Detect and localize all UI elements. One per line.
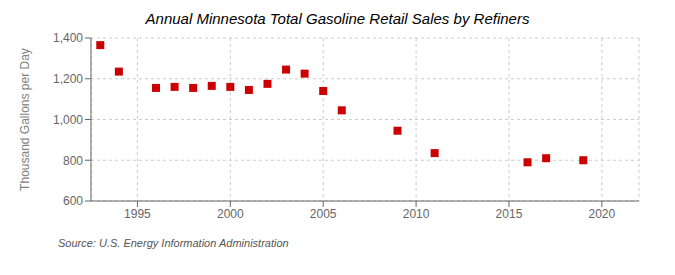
svg-text:800: 800 — [63, 154, 83, 168]
svg-text:2005: 2005 — [310, 207, 337, 221]
svg-text:Thousand Gallons per Day: Thousand Gallons per Day — [18, 48, 32, 191]
html-text:Source: U.S. Energy Informatio: Source: U.S. Energy Information Administ… — [58, 237, 289, 249]
svg-text:2015: 2015 — [496, 207, 523, 221]
svg-text:1,200: 1,200 — [53, 72, 83, 86]
svg-text:1,400: 1,400 — [53, 31, 83, 45]
svg-text:600: 600 — [63, 194, 83, 208]
svg-text:2020: 2020 — [588, 207, 615, 221]
svg-text:2010: 2010 — [403, 207, 430, 221]
svg-text:1995: 1995 — [124, 207, 151, 221]
svg-text:1,000: 1,000 — [53, 113, 83, 127]
html-text:Annual Minnesota Total Gasolin: Annual Minnesota Total Gasoline Retail S… — [145, 10, 530, 27]
svg-text:2000: 2000 — [217, 207, 244, 221]
